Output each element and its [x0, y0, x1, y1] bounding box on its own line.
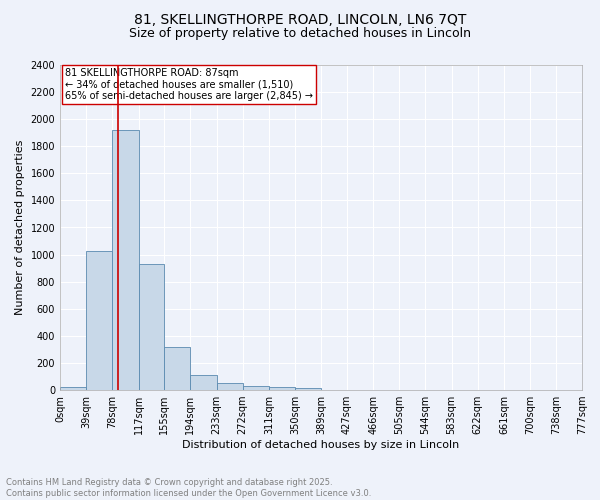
Bar: [295, 388, 322, 390]
Bar: [60, 388, 86, 390]
Bar: [243, 386, 269, 390]
X-axis label: Distribution of detached houses by size in Lincoln: Distribution of detached houses by size …: [182, 440, 460, 450]
Bar: [190, 375, 217, 390]
Y-axis label: Number of detached properties: Number of detached properties: [15, 140, 25, 315]
Bar: [86, 250, 112, 390]
Bar: [112, 130, 139, 390]
Bar: [217, 382, 243, 390]
Text: 81, SKELLINGTHORPE ROAD, LINCOLN, LN6 7QT: 81, SKELLINGTHORPE ROAD, LINCOLN, LN6 7Q…: [134, 12, 466, 26]
Text: 81 SKELLINGTHORPE ROAD: 87sqm
← 34% of detached houses are smaller (1,510)
65% o: 81 SKELLINGTHORPE ROAD: 87sqm ← 34% of d…: [65, 68, 313, 102]
Bar: [164, 346, 190, 390]
Bar: [269, 388, 295, 390]
Text: Size of property relative to detached houses in Lincoln: Size of property relative to detached ho…: [129, 28, 471, 40]
Text: Contains HM Land Registry data © Crown copyright and database right 2025.
Contai: Contains HM Land Registry data © Crown c…: [6, 478, 371, 498]
Bar: [139, 264, 164, 390]
